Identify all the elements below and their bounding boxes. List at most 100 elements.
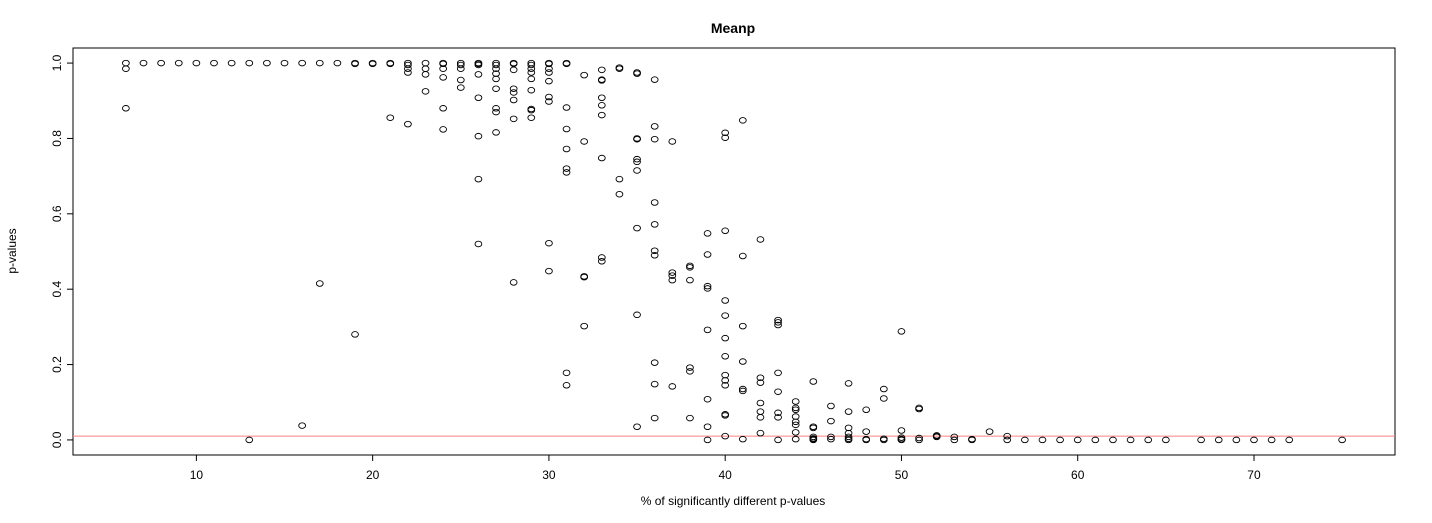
data-point [650, 252, 659, 259]
data-point [721, 227, 730, 235]
data-point [738, 385, 747, 393]
y-axis: 0.0 0.2 0.4 0.6 0.8 1.0 [50, 54, 73, 448]
data-point [844, 380, 853, 387]
data-point [527, 65, 536, 72]
data-point [738, 252, 747, 260]
data-point [597, 102, 606, 109]
data-point [456, 84, 465, 91]
data-point [1214, 436, 1223, 444]
data-point [580, 71, 589, 79]
data-point [721, 412, 730, 419]
y-tick-label: 0.0 [50, 431, 64, 448]
data-point [492, 61, 500, 69]
data-point [615, 65, 624, 72]
data-point [756, 236, 765, 243]
data-point [650, 135, 659, 143]
data-point [527, 75, 536, 83]
data-point [509, 115, 518, 123]
data-point [404, 120, 412, 128]
data-point [703, 282, 712, 290]
y-tick-label: 0.8 [50, 130, 64, 147]
data-point [1003, 432, 1012, 440]
data-point [263, 59, 271, 67]
data-point [686, 368, 694, 375]
data-point [404, 65, 412, 72]
data-point [527, 69, 536, 76]
data-point [1038, 436, 1047, 444]
data-point [509, 279, 518, 286]
data-point [456, 65, 465, 72]
data-point [703, 285, 712, 292]
data-point [862, 428, 871, 435]
data-point [791, 418, 800, 426]
data-point [527, 106, 536, 114]
data-point [315, 59, 324, 67]
data-point [456, 61, 465, 69]
data-point [227, 59, 236, 67]
data-point [950, 436, 959, 444]
y-tick-label: 0.4 [50, 281, 64, 298]
data-point [1020, 436, 1029, 444]
data-point [968, 436, 976, 444]
data-point [721, 371, 730, 379]
data-point [809, 424, 818, 432]
data-point [862, 436, 871, 444]
data-point [545, 93, 553, 101]
data-point [580, 322, 589, 330]
data-point [721, 377, 730, 384]
data-point [791, 435, 800, 443]
data-point [721, 353, 730, 360]
data-point [509, 85, 518, 92]
data-point [245, 59, 254, 67]
data-point [791, 429, 800, 436]
data-point [545, 267, 553, 275]
x-tick-label: 60 [1071, 468, 1085, 482]
data-point [597, 94, 606, 101]
data-point [122, 105, 130, 112]
data-point [562, 369, 571, 377]
data-point [1126, 436, 1135, 444]
data-point [668, 269, 677, 276]
data-point [738, 358, 747, 365]
data-point [844, 436, 853, 444]
data-point [915, 405, 923, 413]
x-tick-label: 70 [1247, 468, 1261, 482]
data-point [492, 65, 500, 72]
data-point [703, 230, 712, 237]
data-point [492, 108, 500, 116]
data-point [562, 382, 571, 389]
data-point [844, 433, 853, 441]
data-point [492, 75, 500, 83]
data-point [721, 312, 730, 319]
data-point [827, 435, 835, 443]
data-point [774, 409, 782, 417]
data-point [862, 406, 871, 414]
data-point [421, 71, 430, 78]
data-point [545, 239, 553, 247]
data-point [474, 94, 483, 101]
data-point [668, 138, 677, 145]
data-point [633, 70, 641, 77]
data-point [703, 251, 712, 258]
data-point [703, 395, 712, 403]
data-point [439, 105, 448, 112]
data-point [774, 321, 782, 329]
data-point [509, 66, 518, 74]
x-tick-label: 50 [895, 468, 909, 482]
data-point [897, 328, 906, 335]
data-point [650, 359, 659, 366]
data-point [703, 423, 712, 430]
x-axis-label: % of significantly different p-values [641, 494, 826, 508]
data-point [421, 65, 430, 72]
data-point [791, 413, 800, 420]
data-point [298, 422, 306, 429]
data-point [597, 254, 606, 261]
data-point [650, 247, 659, 254]
data-point [404, 61, 412, 69]
data-point [844, 408, 853, 415]
data-point [474, 240, 483, 248]
data-point [351, 60, 359, 68]
data-point [633, 167, 641, 174]
data-point [545, 77, 553, 85]
